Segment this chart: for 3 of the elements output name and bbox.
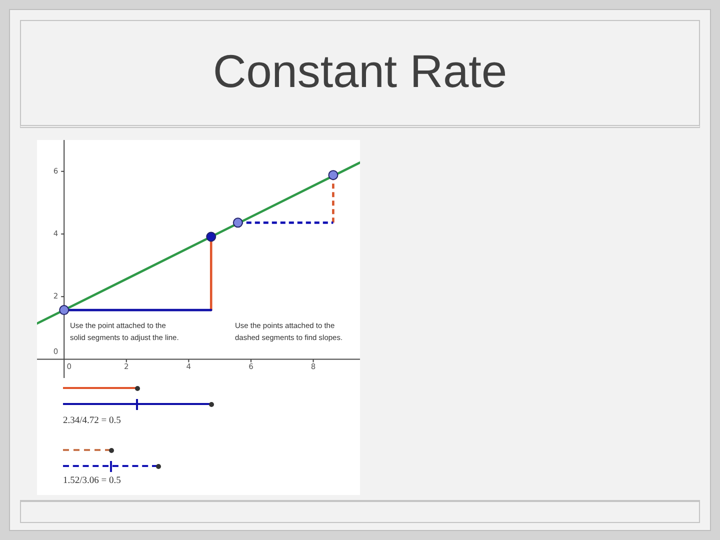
text: 1.52/3.06 = 0.5 xyxy=(63,475,121,488)
text: 2.34/4.72 = 0.5 xyxy=(63,415,121,428)
chart-title: Constant Rate xyxy=(212,45,508,97)
